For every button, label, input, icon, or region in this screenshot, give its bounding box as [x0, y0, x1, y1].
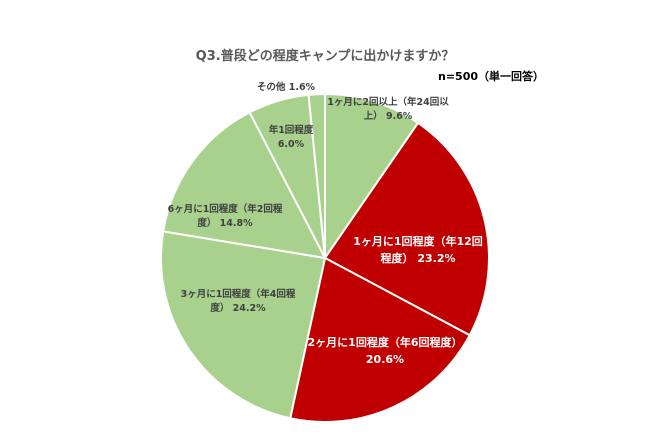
- pie-slice: [324, 92, 420, 262]
- slice-label-line: 3ヶ月に1回程度（年4回程: [181, 288, 296, 300]
- slice-label-line: 1ヶ月に2回以上（年24回以: [327, 96, 449, 108]
- slice-label: 2ヶ月に1回程度（年6回程度） 20.6%: [308, 335, 463, 366]
- slice-label-line: その他 1.6%: [257, 81, 316, 93]
- slice-label-line: 6.0%: [278, 139, 305, 150]
- slice-label-line: 2ヶ月に1回程度（年6回程度）: [308, 335, 463, 349]
- slice-label-line: 程度） 23.2%: [381, 251, 456, 265]
- slice-label-line: 度） 24.2%: [210, 302, 266, 314]
- slice-label: 6ヶ月に1回程度（年2回程度） 14.8%: [168, 203, 283, 229]
- chart-title: Q3.普段どの程度キャンプに出かけますか？: [195, 49, 455, 64]
- pie-slice: [307, 92, 326, 259]
- slice-label-line: 6ヶ月に1回程度（年2回程: [168, 203, 283, 215]
- slice-label: 1ヶ月に1回程度（年12回程度） 23.2%: [353, 234, 483, 265]
- slice-label: その他 1.6%: [257, 81, 316, 93]
- slice-label-line: 1ヶ月に1回程度（年12回: [353, 234, 483, 248]
- slice-label: 3ヶ月に1回程度（年4回程度） 24.2%: [181, 288, 296, 314]
- pie-slice: [289, 256, 472, 423]
- slice-label-line: 上） 9.6%: [364, 110, 413, 122]
- slice-label: 年1回程度 6.0%: [269, 124, 314, 150]
- pie-slice: [160, 230, 327, 420]
- slice-label-line: 年1回程度: [269, 124, 314, 136]
- slice-label-line: 20.6%: [366, 353, 404, 366]
- sample-note: n=500（単一回答）: [438, 70, 545, 83]
- pie-slice: [162, 110, 327, 260]
- slice-label-line: 度） 14.8%: [197, 217, 253, 229]
- slice-label: 1ヶ月に2回以上（年24回以上） 9.6%: [327, 96, 449, 122]
- pie-slice: [323, 121, 490, 337]
